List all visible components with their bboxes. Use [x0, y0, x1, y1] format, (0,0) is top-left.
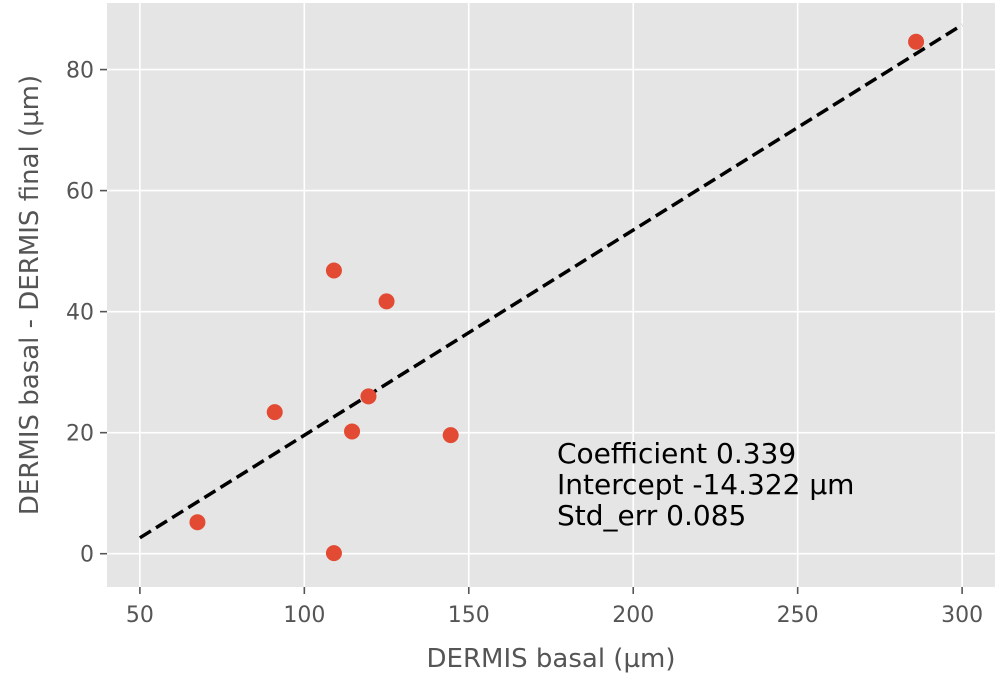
x-tick-label: 250	[777, 603, 819, 628]
y-tick-label: 40	[66, 301, 94, 326]
x-tick-label: 200	[612, 603, 654, 628]
stat-annotation: Intercept -14.322 µm	[557, 468, 854, 501]
grid-lines	[107, 3, 995, 587]
regression-line	[138, 23, 964, 540]
data-point	[360, 388, 377, 405]
data-point	[325, 262, 342, 279]
y-tick-label: 60	[66, 180, 94, 205]
x-tick-label: 300	[941, 603, 983, 628]
data-points	[189, 33, 925, 562]
data-point	[266, 404, 283, 421]
x-tick-label: 50	[126, 603, 154, 628]
y-tick-label: 80	[66, 59, 94, 84]
data-point	[325, 545, 342, 562]
y-tick-label: 20	[66, 422, 94, 447]
stat-annotation: Std_err 0.085	[557, 499, 746, 532]
y-axis-label: DERMIS basal - DERMIS final (µm)	[15, 75, 45, 515]
data-point	[189, 514, 206, 531]
y-tick-label: 0	[80, 543, 94, 568]
data-point	[378, 293, 395, 310]
x-axis-ticks: 50 100 150 200 250 300	[126, 587, 983, 628]
data-point	[442, 427, 459, 444]
y-axis-ticks: 0 20 40 60 80	[66, 59, 107, 568]
x-tick-label: 150	[448, 603, 490, 628]
plot-background	[107, 3, 995, 587]
data-point	[344, 423, 361, 440]
data-point	[908, 33, 925, 50]
x-tick-label: 100	[283, 603, 325, 628]
stat-annotation: Coefficient 0.339	[557, 437, 796, 470]
x-axis-label: DERMIS basal (µm)	[427, 644, 676, 674]
